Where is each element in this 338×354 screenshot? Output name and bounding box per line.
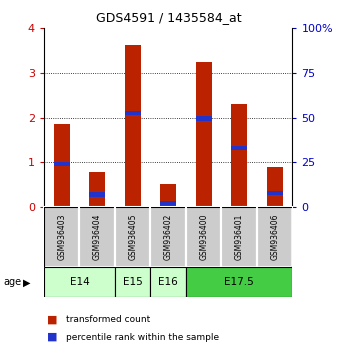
- Text: age: age: [3, 278, 22, 287]
- Bar: [54, 124, 70, 207]
- Bar: [44, 207, 79, 267]
- Bar: [44, 267, 115, 297]
- Text: E15: E15: [123, 277, 143, 287]
- Bar: [231, 104, 247, 207]
- Bar: [89, 172, 105, 207]
- Bar: [150, 207, 186, 267]
- Bar: [186, 267, 292, 297]
- Text: E17.5: E17.5: [224, 277, 254, 287]
- Text: GDS4591 / 1435584_at: GDS4591 / 1435584_at: [96, 11, 242, 24]
- Text: E16: E16: [158, 277, 178, 287]
- Bar: [79, 207, 115, 267]
- Bar: [115, 207, 150, 267]
- Text: ■: ■: [47, 332, 58, 342]
- Bar: [115, 267, 150, 297]
- Bar: [160, 184, 176, 207]
- Text: GSM936400: GSM936400: [199, 214, 208, 261]
- Bar: [150, 267, 186, 297]
- Text: ■: ■: [47, 314, 58, 324]
- Text: GSM936404: GSM936404: [93, 214, 102, 261]
- Bar: [160, 201, 176, 206]
- Bar: [89, 192, 105, 197]
- Text: GSM936401: GSM936401: [235, 214, 244, 261]
- Text: E14: E14: [70, 277, 89, 287]
- Bar: [125, 45, 141, 207]
- Bar: [267, 167, 283, 207]
- Text: percentile rank within the sample: percentile rank within the sample: [66, 332, 219, 342]
- Bar: [54, 162, 70, 166]
- Text: GSM936402: GSM936402: [164, 214, 173, 261]
- Text: GSM936403: GSM936403: [57, 214, 66, 261]
- Bar: [125, 111, 141, 115]
- Bar: [196, 116, 212, 121]
- Text: transformed count: transformed count: [66, 315, 150, 324]
- Bar: [196, 62, 212, 207]
- Bar: [257, 207, 292, 267]
- Text: GSM936406: GSM936406: [270, 214, 279, 261]
- Bar: [186, 207, 221, 267]
- Bar: [231, 146, 247, 150]
- Bar: [221, 207, 257, 267]
- Text: GSM936405: GSM936405: [128, 214, 137, 261]
- Bar: [267, 190, 283, 195]
- Text: ▶: ▶: [23, 278, 30, 287]
